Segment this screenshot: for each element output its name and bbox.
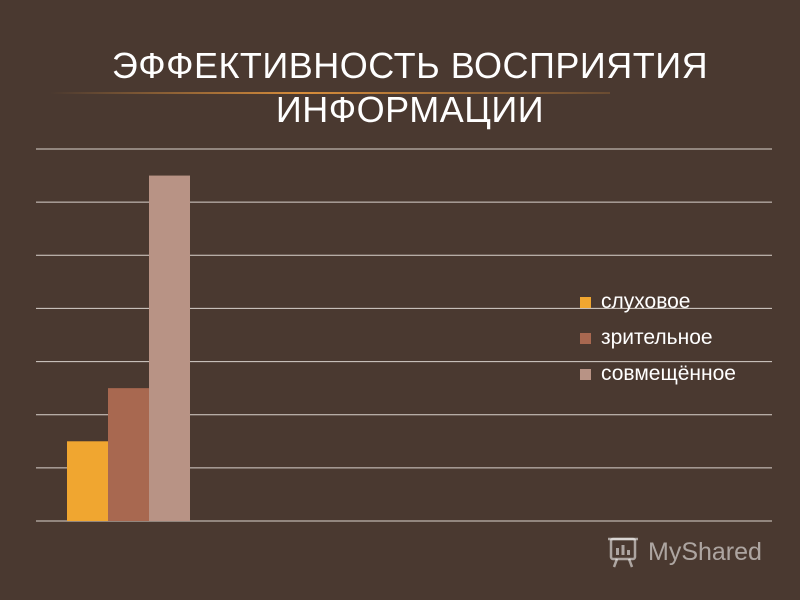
legend-item-auditory: слуховое	[580, 284, 736, 320]
legend-item-visual: зрительное	[580, 320, 736, 356]
bar-combined	[149, 175, 190, 522]
legend-label-auditory: слуховое	[601, 290, 691, 313]
bar-auditory	[67, 441, 108, 521]
legend-swatch-combined	[580, 368, 591, 380]
presentation-board-icon	[608, 537, 638, 568]
watermark: MyShared	[606, 534, 762, 570]
legend-swatch-visual	[580, 332, 591, 344]
bars	[67, 175, 190, 522]
legend-swatch-auditory	[580, 296, 591, 308]
title-underline	[50, 92, 610, 94]
legend: слуховое зрительное совмещённое	[580, 284, 736, 392]
chart-title: ЭФФЕКТИВНОСТЬ ВОСПРИЯТИЯ ИНФОРМАЦИИ	[111, 45, 709, 130]
bar-visual	[108, 388, 149, 521]
legend-label-visual: зрительное	[601, 326, 713, 349]
watermark-text: MyShared	[648, 537, 762, 566]
legend-item-combined: совмещённое	[580, 356, 736, 392]
legend-label-combined: совмещённое	[601, 362, 736, 385]
